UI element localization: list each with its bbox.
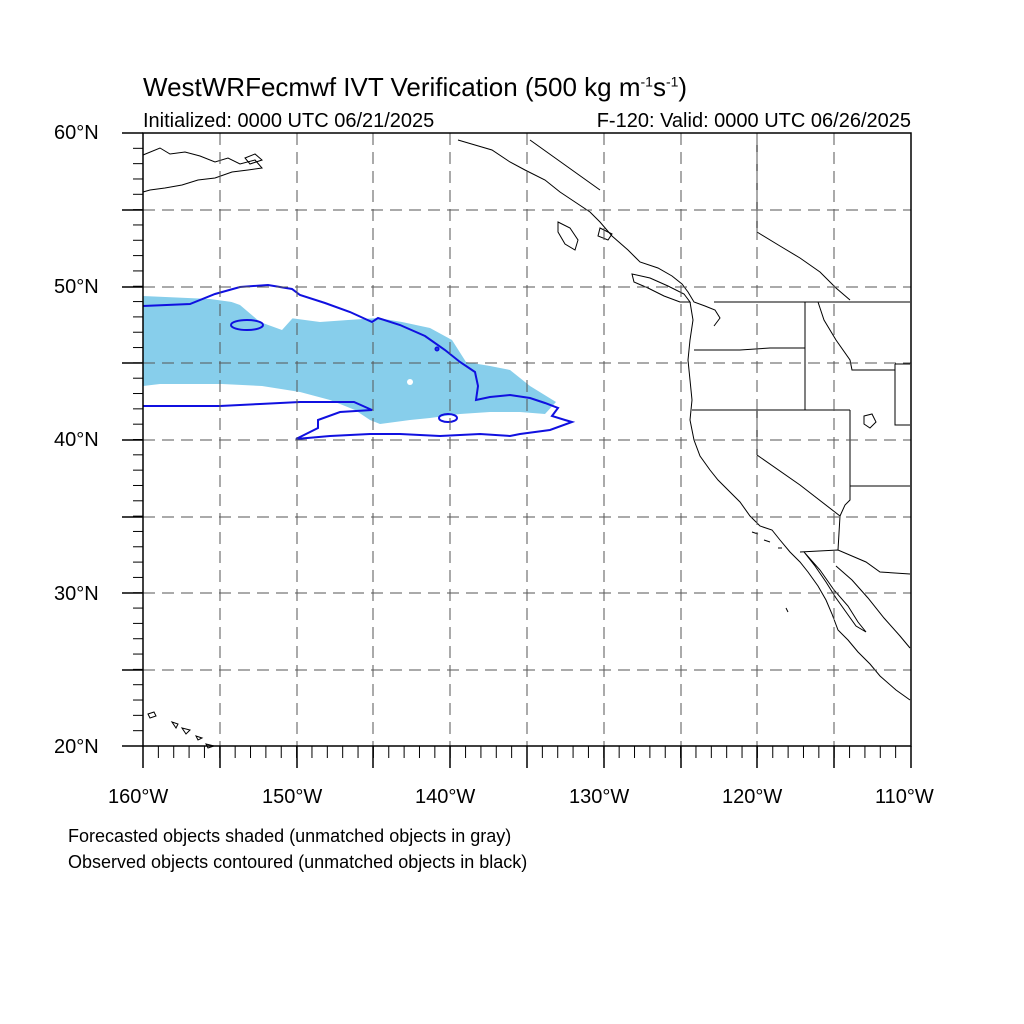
baja-coast: [803, 551, 867, 633]
lat-label-60n: 60°N: [54, 122, 99, 144]
minor-ticks: [133, 132, 912, 758]
montana-wyoming-border: [894, 363, 910, 426]
political-borders: [529, 133, 911, 575]
vancouver-island: [631, 273, 691, 303]
title-main: WestWRFecmwf IVT Verification (500 kg m: [143, 72, 641, 102]
nevada-utah-border: [849, 410, 910, 487]
hawaii-islands: [147, 711, 216, 749]
title-exp1: -1: [640, 73, 653, 90]
forecast-gap-north: [215, 292, 300, 330]
forecast-legend-note: Forecasted objects shaded (unmatched obj…: [68, 826, 512, 846]
lat-label-30n: 30°N: [54, 583, 99, 605]
lon-label-160w: 160°W: [108, 786, 169, 808]
lat-label-50n: 50°N: [54, 276, 99, 298]
title-s: s: [652, 72, 666, 102]
graticule: [143, 133, 911, 746]
channel-islands: [751, 531, 789, 613]
coastlines: [142, 139, 911, 749]
bc-alberta-border: [756, 231, 851, 301]
forecast-shading: [143, 296, 556, 424]
forecast-gap-small: [407, 379, 413, 385]
valid-time-label: F-120: Valid: 0000 UTC 06/26/2025: [596, 110, 911, 132]
bc-islands: [557, 221, 613, 251]
map-title: WestWRFecmwf IVT Verification (500 kg m-…: [143, 72, 687, 103]
alaska-canada-border: [529, 133, 758, 232]
gulf-of-california: [835, 565, 911, 649]
observed-contour-loop-east: [438, 413, 458, 423]
lon-label-140w: 140°W: [415, 786, 476, 808]
observed-contour-dot: [434, 346, 440, 352]
lat-label-20n: 20°N: [54, 736, 99, 758]
observed-legend-note: Observed objects contoured (unmatched ob…: [68, 852, 528, 872]
california-nevada-border: [756, 410, 841, 517]
idaho-montana-border: [817, 301, 895, 371]
lon-label-150w: 150°W: [262, 786, 323, 808]
lon-label-130w: 130°W: [569, 786, 630, 808]
lon-label-110w: 110°W: [875, 786, 934, 808]
title-close: ): [678, 72, 688, 102]
alaska-coast: [142, 147, 263, 193]
arizona-border: [837, 486, 851, 551]
observed-contours: [142, 283, 576, 440]
initialized-label: Initialized: 0000 UTC 06/21/2025: [143, 110, 435, 132]
forecast-object: [143, 296, 556, 424]
forecast-gaps: [215, 292, 413, 385]
lon-label-120w: 120°W: [722, 786, 783, 808]
great-salt-lake: [863, 413, 877, 429]
major-ticks: [122, 132, 912, 768]
us-mexico-border: [799, 549, 911, 575]
pacific-northwest-coast: [457, 139, 721, 327]
alaska-island: [244, 153, 263, 165]
lat-label-40n: 40°N: [54, 429, 99, 451]
us-west-coast: [687, 301, 911, 701]
title-exp2: -1: [665, 73, 679, 90]
washington-oregon-border: [694, 347, 805, 351]
observed-contour-loop-west: [230, 319, 264, 331]
observed-contour-main: [142, 283, 576, 440]
